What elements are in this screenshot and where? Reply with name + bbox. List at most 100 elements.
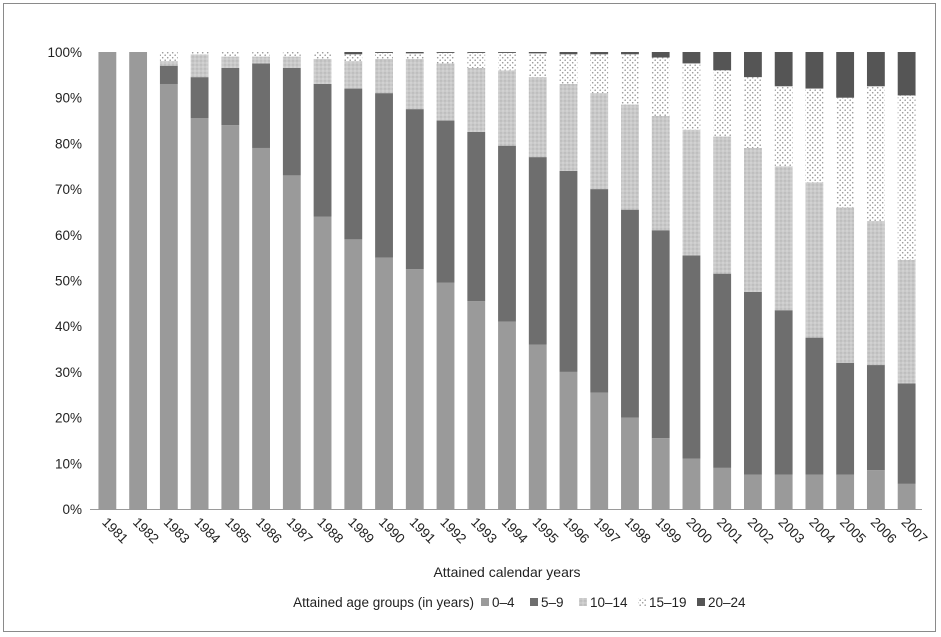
bar-segment-1995-series-1 bbox=[528, 157, 547, 345]
bar-segment-1993-series-3 bbox=[467, 52, 486, 68]
x-tick-label: 1998 bbox=[622, 515, 654, 547]
bar-segment-1999-series-3 bbox=[651, 57, 670, 116]
bar-segment-2000-series-3 bbox=[682, 63, 701, 130]
bar-segment-1999-series-1 bbox=[651, 230, 670, 439]
bar-segment-2001-series-3 bbox=[713, 70, 732, 137]
bar-segment-1996-series-4 bbox=[559, 52, 578, 55]
legend-label-series-1: 5–9 bbox=[541, 595, 564, 610]
bar-segment-2003-series-4 bbox=[774, 52, 793, 87]
bar-segment-2006-series-1 bbox=[866, 365, 885, 471]
y-tick-label: 100% bbox=[47, 45, 82, 60]
bar-segment-1983-series-0 bbox=[159, 83, 178, 510]
x-tick-label: 1984 bbox=[191, 515, 223, 547]
x-tick-label: 1999 bbox=[653, 515, 685, 547]
x-tick-label: 2006 bbox=[868, 515, 900, 547]
y-tick-label: 70% bbox=[55, 182, 82, 197]
bar-segment-1991-series-3 bbox=[405, 53, 424, 59]
x-tick-label: 1996 bbox=[560, 515, 592, 547]
bar-segment-1983-series-1 bbox=[159, 65, 178, 84]
bar-segment-1999-series-0 bbox=[651, 438, 670, 509]
bar-segment-1988-series-1 bbox=[313, 83, 332, 217]
bar-segment-1991-series-1 bbox=[405, 109, 424, 270]
x-tick-label: 1986 bbox=[253, 515, 285, 547]
bar-segment-2004-series-0 bbox=[805, 474, 824, 509]
bar-segment-1999-series-2 bbox=[651, 115, 670, 231]
bar-segment-1996-series-0 bbox=[559, 371, 578, 509]
bar-segment-2005-series-4 bbox=[836, 52, 855, 98]
bar-segment-1985-series-2 bbox=[221, 56, 240, 68]
x-tick-label: 2001 bbox=[714, 515, 746, 547]
y-tick-label: 0% bbox=[62, 502, 82, 517]
bar-segment-2000-series-1 bbox=[682, 255, 701, 459]
bar-segment-1988-series-2 bbox=[313, 58, 332, 84]
bar-segment-2007-series-1 bbox=[897, 383, 916, 484]
bar-segment-1981-series-0 bbox=[98, 52, 117, 509]
bar-segment-1988-series-0 bbox=[313, 216, 332, 509]
bar-segment-1994-series-4 bbox=[498, 52, 516, 53]
bars bbox=[98, 52, 916, 510]
bar-segment-2005-series-0 bbox=[836, 474, 855, 509]
bar-segment-2006-series-0 bbox=[866, 470, 885, 509]
x-tick-label: 2005 bbox=[837, 515, 869, 547]
bar-segment-2003-series-0 bbox=[774, 474, 793, 509]
bar-segment-1985-series-0 bbox=[221, 125, 240, 510]
x-tick-label: 1993 bbox=[468, 515, 500, 547]
y-tick-label: 50% bbox=[55, 274, 82, 289]
legend-swatch-series-0 bbox=[481, 598, 489, 606]
bar-segment-2007-series-0 bbox=[897, 483, 916, 509]
bar-segment-1997-series-2 bbox=[590, 93, 609, 190]
x-tick-label: 1990 bbox=[376, 515, 408, 547]
bar-segment-1983-series-3 bbox=[159, 52, 178, 62]
y-tick-label: 30% bbox=[55, 365, 82, 380]
bar-segment-1994-series-1 bbox=[498, 145, 516, 322]
bar-segment-2001-series-1 bbox=[713, 273, 732, 468]
legend-swatch-series-3 bbox=[638, 598, 646, 606]
x-tick-label: 1997 bbox=[591, 515, 623, 547]
bar-segment-1990-series-1 bbox=[375, 93, 393, 258]
bar-segment-1993-series-1 bbox=[467, 131, 486, 302]
legend-label-series-0: 0–4 bbox=[492, 595, 515, 610]
y-tick-label: 20% bbox=[55, 411, 82, 426]
bar-segment-2001-series-0 bbox=[713, 467, 732, 509]
bar-segment-2007-series-3 bbox=[897, 95, 916, 260]
y-tick-label: 10% bbox=[55, 456, 82, 471]
stacked-bar-chart: 0%10%20%30%40%50%60%70%80%90%100% 198119… bbox=[47, 45, 930, 610]
y-tick-label: 60% bbox=[55, 228, 82, 243]
bar-segment-1986-series-3 bbox=[252, 52, 270, 57]
bar-segment-1990-series-3 bbox=[375, 52, 393, 59]
legend-label-series-2: 10–14 bbox=[590, 595, 628, 610]
legend-label-series-3: 15–19 bbox=[649, 595, 687, 610]
legend-title: Attained age groups (in years) bbox=[293, 595, 474, 610]
x-tick-label: 1991 bbox=[407, 515, 439, 547]
x-tick-label: 1988 bbox=[314, 515, 346, 547]
bar-segment-2002-series-0 bbox=[744, 474, 762, 509]
x-tick-label: 2000 bbox=[683, 515, 715, 547]
bar-segment-1997-series-4 bbox=[590, 52, 609, 55]
bar-segment-1982-series-0 bbox=[129, 52, 148, 509]
x-axis: 1981198219831984198519861987198819891990… bbox=[90, 509, 930, 547]
legend-swatch-series-2 bbox=[579, 598, 587, 606]
x-tick-label: 1983 bbox=[161, 515, 193, 547]
x-tick-label: 1995 bbox=[530, 515, 562, 547]
x-tick-label: 1989 bbox=[345, 515, 377, 547]
bar-segment-1989-series-2 bbox=[344, 61, 363, 89]
bar-segment-1984-series-0 bbox=[190, 118, 209, 509]
bar-segment-1998-series-4 bbox=[621, 52, 639, 55]
bar-segment-1994-series-3 bbox=[498, 52, 516, 71]
bar-segment-1984-series-1 bbox=[190, 77, 209, 119]
bar-segment-1998-series-1 bbox=[621, 209, 639, 418]
y-tick-label: 80% bbox=[55, 136, 82, 151]
bar-segment-1990-series-4 bbox=[375, 52, 393, 53]
bar-segment-1995-series-3 bbox=[528, 53, 547, 78]
x-tick-label: 2003 bbox=[776, 515, 808, 547]
bar-segment-1985-series-3 bbox=[221, 52, 240, 57]
bar-segment-2004-series-4 bbox=[805, 52, 824, 89]
x-axis-title: Attained calendar years bbox=[433, 564, 580, 580]
legend-swatch-series-1 bbox=[530, 598, 538, 606]
bar-segment-2005-series-3 bbox=[836, 97, 855, 208]
bar-segment-2002-series-2 bbox=[744, 147, 762, 292]
bar-segment-2003-series-1 bbox=[774, 310, 793, 475]
bar-segment-2006-series-4 bbox=[866, 52, 885, 87]
bar-segment-1995-series-0 bbox=[528, 344, 547, 509]
x-tick-label: 2004 bbox=[806, 515, 838, 547]
